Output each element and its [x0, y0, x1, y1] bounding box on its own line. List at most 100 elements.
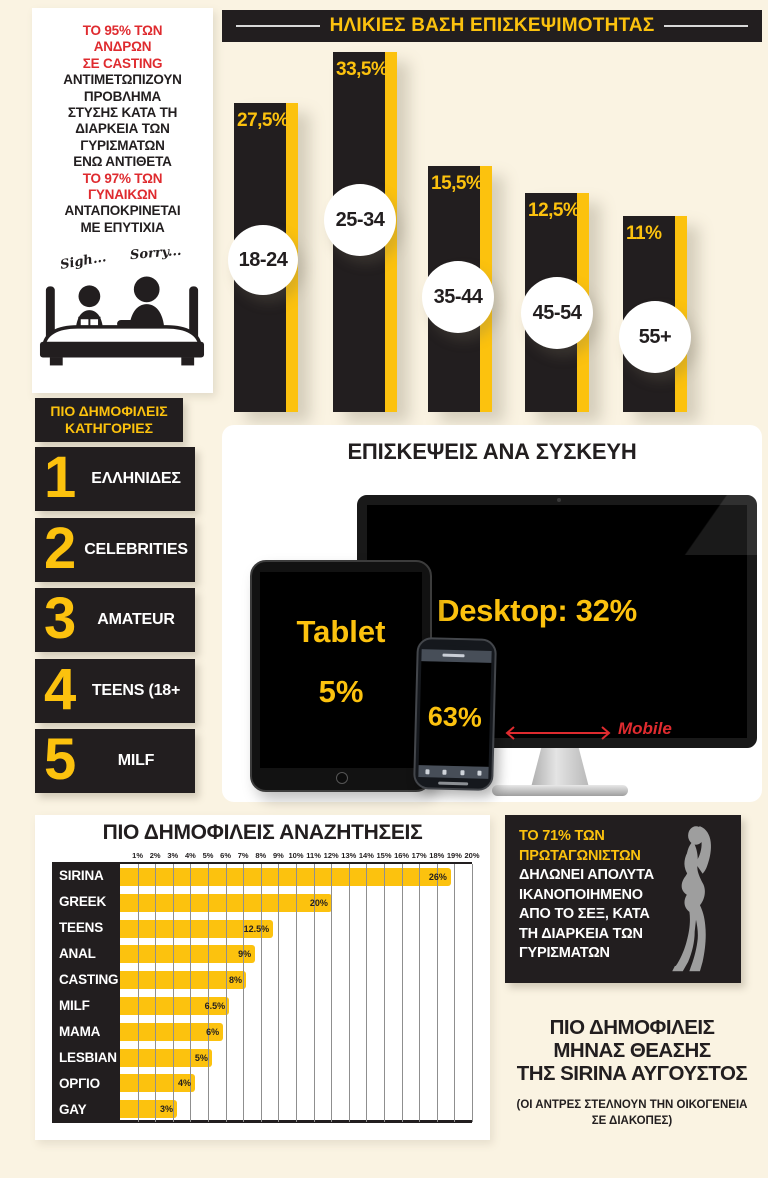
mobile-arrow-icon [505, 726, 611, 740]
intro-card: ΤΟ 95% ΤΩΝ ΑΝΔΡΩΝ ΣΕ CASTING ΑΝΤΙΜΕΤΩΠΙΖ… [32, 8, 213, 393]
nav-glyph [442, 769, 447, 775]
intro-stat-women: ΤΟ 97% ΤΩΝ ΓΥΝΑΙΚΩΝ [82, 170, 163, 203]
age-group-circle: 18-24 [228, 225, 298, 295]
search-row: 20% [120, 890, 472, 916]
search-value: 12.5% [243, 923, 270, 934]
search-value: 3% [160, 1104, 174, 1115]
category-item-2: 2 CELEBRITIES [35, 518, 195, 582]
axis-tick-label: 15% [376, 851, 392, 860]
august-note: ΠΙΟ ΔΗΜΟΦΙΛΕΙΣ ΜΗΝΑΣ ΘΕΑΣΗΣ ΤΗΣ SIRINA Α… [500, 1016, 764, 1129]
phone-device-icon: 63% [413, 636, 497, 792]
search-term: TEENS [59, 919, 104, 935]
search-bar: 5% [120, 1048, 212, 1067]
axis-tick-label: 20% [464, 851, 480, 860]
category-label: MILF [117, 752, 155, 769]
search-row: 6.5% [120, 993, 472, 1019]
searches-title: ΠΙΟ ΔΗΜΟΦΙΛΕΙΣ ΑΝΑΖΗΤΗΣΕΙΣ [102, 821, 423, 844]
search-bar: 20% [120, 893, 332, 912]
rank-number: 5 [44, 726, 77, 792]
age-bar-value: 12,5% [528, 200, 580, 221]
axis-tick-label: 13% [341, 851, 357, 860]
search-term: CASTING [59, 971, 119, 987]
axis-tick-label: 19% [446, 851, 462, 860]
rank-number: 4 [44, 656, 77, 722]
tablet-share-value: 5% [318, 674, 364, 709]
axis-tick-label: 8% [255, 851, 267, 860]
intro-text: ΤΟ 95% ΤΩΝ ΑΝΔΡΩΝ ΣΕ CASTING ΑΝΤΙΜΕΤΩΠΙΖ… [32, 8, 213, 236]
axis-tick-label: 4% [184, 851, 196, 860]
age-bar-value: 15,5% [431, 173, 483, 194]
search-value: 6% [206, 1026, 220, 1037]
category-label: TEENS (18+ [91, 682, 181, 699]
age-chart-title-bar: ΗΛΙΚΙΕΣ ΒΑΣΗ ΕΠΙΣΚΕΨΙΜΟΤΗΤΑΣ [222, 10, 762, 42]
bed-couple-icon [39, 276, 205, 366]
home-indicator [438, 781, 469, 786]
search-bar: 6% [120, 1022, 224, 1041]
search-bar: 8% [120, 971, 247, 990]
search-value: 5% [194, 1052, 208, 1063]
search-value: 9% [238, 949, 252, 960]
devices-card: ΕΠΙΣΚΕΨΕΙΣ ΑΝΑ ΣΥΣΚΕΥΗ Desktop: 32% Tabl… [222, 425, 762, 802]
age-group-circle: 35-44 [422, 261, 494, 333]
woman-silhouette-icon [672, 826, 711, 972]
search-row: 6% [120, 1019, 472, 1045]
monitor-stand-base [492, 785, 628, 796]
age-group-circle: 55+ [619, 301, 691, 373]
tablet-label: Tablet [296, 614, 386, 649]
search-term: ANAL [59, 945, 96, 961]
axis-tick-label: 10% [288, 851, 304, 860]
search-axis: 1% 2% 3% 4% 5% 6% 7% 8% 9% 10% 11% 12% 13% 14% 15% 16% 1… [120, 851, 479, 863]
bezel-gloss [637, 495, 757, 555]
search-bar: 12.5% [120, 919, 274, 938]
intro-body-2: ΑΝΤΑΠΟΚΡΙΝΕΤΑΙ ΜΕ ΕΠΥΤΙΧΙΑ [64, 203, 181, 235]
category-item-4: 4 TEENS (18+ [35, 659, 195, 723]
axis-tick-label: 3% [167, 851, 179, 860]
home-button-icon [336, 772, 348, 784]
axis-tick-label: 5% [202, 851, 214, 860]
tablet-device-icon: Tablet 5% [250, 560, 432, 792]
search-value: 8% [229, 975, 243, 986]
axis-tick-label: 9% [272, 851, 284, 860]
search-row: 26% [120, 864, 472, 890]
age-chart-title: ΗΛΙΚΙΕΣ ΒΑΣΗ ΕΠΙΣΚΕΨΙΜΟΤΗΤΑΣ [329, 15, 655, 36]
axis-tick-label: 7% [237, 851, 249, 860]
nav-glyph [477, 770, 482, 776]
phone-appbar [421, 649, 492, 663]
august-title: ΠΙΟ ΔΗΜΟΦΙΛΕΙΣ ΜΗΝΑΣ ΘΕΑΣΗΣ ΤΗΣ SIRINA Α… [516, 1016, 748, 1085]
search-term: GAY [59, 1101, 87, 1117]
axis-tick-label: 14% [358, 851, 374, 860]
webcam-dot-icon [557, 498, 561, 502]
category-item-3: 3 AMATEUR [35, 588, 195, 652]
protagonists-box: ΤΟ 71% ΤΩΝ ΠΡΩΤΑΓΩΝΙΣΤΩΝ ΔΗΛΩΝΕΙ ΑΠΟΛΥΤΑ… [505, 815, 741, 983]
intro-body-1: ΑΝΤΙΜΕΤΩΠΙΖΟΥΝ ΠΡΟΒΛΗΜΑ ΣΤΥΣΗΣ ΚΑΤΑ ΤΗ Δ… [63, 72, 182, 170]
rank-number: 2 [44, 515, 77, 581]
axis-tick-label: 1% [132, 851, 144, 860]
rank-number: 1 [44, 444, 77, 510]
search-bar: 6.5% [120, 996, 230, 1015]
axis-tick-label: 17% [411, 851, 427, 860]
appbar-text-placeholder [442, 653, 465, 658]
search-bar: 3% [120, 1100, 178, 1119]
title-rule-left [236, 25, 320, 27]
search-value: 26% [428, 872, 447, 882]
mobile-label: Mobile [618, 719, 672, 738]
nav-glyph [460, 769, 465, 775]
search-row: 8% [120, 967, 472, 993]
search-term: MAMA [59, 1023, 101, 1039]
intro-stat-men: ΤΟ 95% ΤΩΝ ΑΝΔΡΩΝ ΣΕ CASTING [82, 23, 163, 71]
tablet-screen [260, 572, 422, 768]
axis-tick-label: 2% [149, 851, 161, 860]
search-rows: 26% 20% 12.5% 9% 8% 6.5% 6% 5% 4% 3% [120, 864, 472, 1122]
age-bar-18-24: 27,5% [234, 103, 298, 412]
desktop-share-label: Desktop: 32% [437, 593, 637, 628]
category-item-1: 1 ΕΛΛΗΝΙΔΕΣ [35, 447, 195, 511]
devices-title: ΕΠΙΣΚΕΨΕΙΣ ΑΝΑ ΣΥΣΚΕΥΗ [347, 439, 637, 464]
rank-number: 3 [44, 585, 77, 651]
category-item-5: 5 MILF [35, 729, 195, 793]
axis-tick-label: 18% [429, 851, 445, 860]
category-label: ΕΛΛΗΝΙΔΕΣ [91, 470, 181, 487]
search-row: 5% [120, 1045, 472, 1071]
monitor-stand-neck [531, 746, 589, 787]
title-rule-right [664, 25, 748, 27]
categories-title: ΠΙΟ ΔΗΜΟΦΙΛΕΙΣ ΚΑΤΗΓΟΡΙΕΣ [35, 398, 183, 442]
